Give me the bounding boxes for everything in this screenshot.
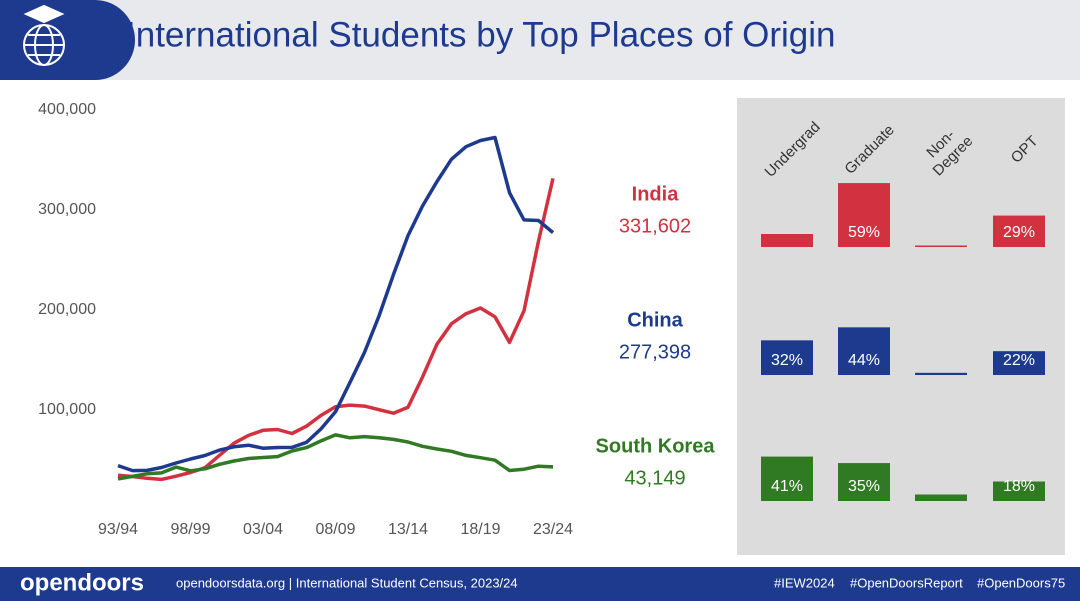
bar: [915, 245, 967, 247]
x-tick-label: 93/94: [98, 521, 138, 538]
footer-logo: opendoors: [20, 569, 144, 596]
x-tick-label: 18/19: [460, 521, 500, 538]
footer-hashtag: #OpenDoorsReport: [850, 575, 963, 590]
y-tick-label: 200,000: [38, 301, 96, 318]
bar-value-label: 32%: [771, 352, 803, 369]
bar: [761, 340, 813, 375]
bar-value-label: 18%: [1003, 478, 1035, 495]
series-line: [117, 433, 554, 481]
series-name: China: [627, 309, 683, 331]
bar: [838, 463, 890, 501]
bar: [993, 215, 1045, 247]
y-tick-label: 100,000: [38, 401, 96, 418]
bar-value-label: 29%: [1003, 224, 1035, 241]
bar-value-label: 41%: [771, 478, 803, 495]
x-tick-label: 23/24: [533, 521, 573, 538]
x-tick-label: 13/14: [388, 521, 428, 538]
bar: [915, 372, 967, 375]
bar: [838, 183, 890, 247]
globe-icon: [23, 4, 65, 66]
x-tick-label: 03/04: [243, 521, 283, 538]
end-value-label: 277,398: [619, 341, 691, 363]
footer-hashtag: #OpenDoors75: [977, 575, 1065, 590]
end-value-label: 43,149: [624, 467, 685, 489]
y-tick-label: 400,000: [38, 101, 96, 118]
header-bar: [0, 0, 1080, 80]
x-tick-label: 98/99: [170, 521, 210, 538]
bar-value-label: 59%: [848, 224, 880, 241]
footer-source: opendoorsdata.org | International Studen…: [176, 575, 518, 590]
bar: [993, 351, 1045, 375]
series-line: [117, 135, 555, 473]
slide-title: International Students by Top Places of …: [126, 15, 836, 54]
x-tick-label: 08/09: [315, 521, 355, 538]
bar-value-label: 44%: [848, 352, 880, 369]
bar: [761, 456, 813, 501]
bar: [993, 481, 1045, 501]
logo-badge: [0, 0, 135, 80]
y-tick-label: 300,000: [38, 201, 96, 218]
bar: [761, 234, 813, 247]
series-name: India: [632, 183, 680, 205]
bar: [915, 494, 967, 501]
bar-value-label: 22%: [1003, 352, 1035, 369]
footer-hashtag: #IEW2024: [774, 575, 835, 590]
footer-bar: [0, 567, 1080, 601]
bar-value-label: 35%: [848, 478, 880, 495]
series-name: South Korea: [596, 435, 716, 457]
bar: [838, 327, 890, 375]
end-value-label: 331,602: [619, 215, 691, 237]
